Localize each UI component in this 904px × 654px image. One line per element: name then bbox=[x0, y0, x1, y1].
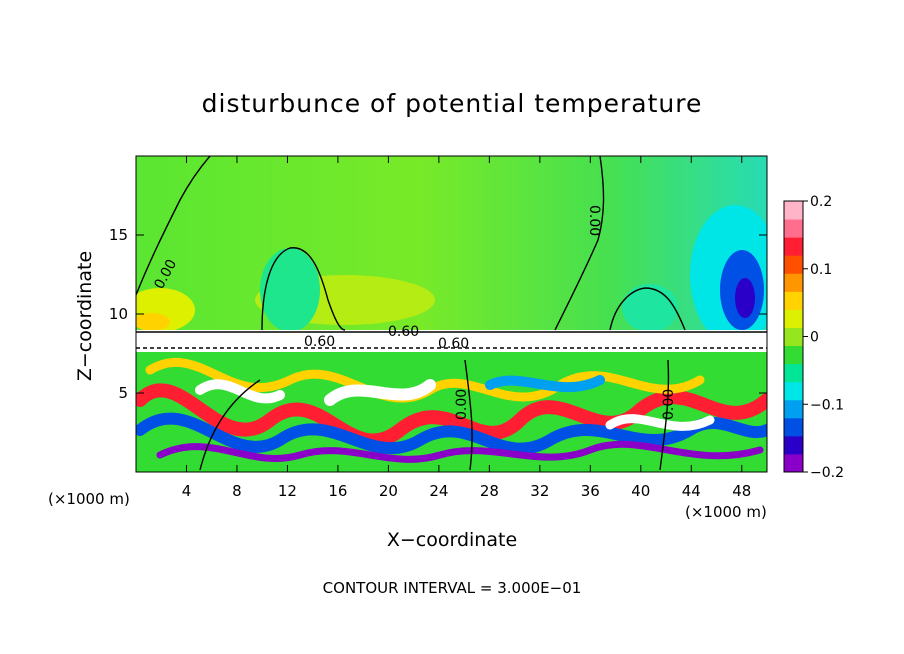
x-unit-right: (×1000 m) bbox=[685, 503, 767, 521]
warm-patch-left-inner bbox=[136, 313, 170, 331]
x-tick-label: 48 bbox=[732, 482, 751, 500]
contour-lines bbox=[136, 156, 767, 471]
x-tick-label: 8 bbox=[232, 482, 242, 500]
colorbar-tick-label: 0.1 bbox=[810, 262, 832, 278]
colorbar-swatch bbox=[784, 345, 803, 365]
colorbar: 0.2 0.1 0 −0.1 −0.2 bbox=[783, 194, 844, 481]
y-axis-label: Z−coordinate bbox=[74, 251, 96, 381]
x-tick-label: 32 bbox=[530, 482, 549, 500]
y-tick-label: 5 bbox=[118, 384, 128, 402]
turbulent-swirls bbox=[136, 357, 767, 463]
x-tick-label: 28 bbox=[480, 482, 499, 500]
x-tick-label: 40 bbox=[631, 482, 650, 500]
colorbar-swatch bbox=[784, 219, 803, 238]
colorbar-swatch bbox=[784, 291, 803, 310]
contour-lower-a bbox=[199, 379, 261, 471]
contour-right-boundary bbox=[554, 156, 605, 331]
cool-dome-left bbox=[260, 248, 320, 332]
colorbar-swatch bbox=[784, 273, 803, 292]
x-tick-label: 44 bbox=[682, 482, 701, 500]
deep-blue-plume bbox=[735, 278, 755, 318]
colorbar-tick-label: 0.2 bbox=[810, 194, 832, 210]
colorbar-swatch bbox=[784, 255, 803, 274]
colorbar-swatch bbox=[784, 381, 803, 401]
y-tick-label: 10 bbox=[109, 305, 128, 323]
colorbar-swatch bbox=[784, 201, 803, 220]
colorbar-swatch bbox=[784, 435, 803, 455]
contour-labels: 0.00 0.00 0.00 0.00 0.60 0.60 0.60 bbox=[151, 205, 677, 420]
contour-label: 0.60 bbox=[304, 334, 335, 350]
contour-lower-c bbox=[659, 359, 670, 471]
colorbar-tick-label: −0.1 bbox=[810, 397, 844, 413]
colorbar-tick-label: −0.2 bbox=[810, 465, 844, 481]
inversion-band bbox=[136, 330, 767, 352]
colorbar-swatch bbox=[784, 237, 803, 256]
colorbar-swatch bbox=[784, 399, 803, 419]
colorbar-swatch bbox=[784, 309, 803, 328]
x-tick-label: 4 bbox=[182, 482, 192, 500]
contour-label: 0.00 bbox=[454, 389, 470, 420]
x-tick-label: 36 bbox=[581, 482, 600, 500]
x-tick-label: 12 bbox=[278, 482, 297, 500]
contour-label: 0.00 bbox=[586, 205, 602, 236]
contour-left-boundary bbox=[136, 156, 211, 296]
chart-title: disturbunce of potential temperature bbox=[202, 89, 703, 118]
colorbar-tick-label: 0 bbox=[810, 330, 819, 346]
contour-dome-right bbox=[609, 287, 686, 331]
x-tick-label: 24 bbox=[429, 482, 448, 500]
contour-interval-note: CONTOUR INTERVAL = 3.000E−01 bbox=[323, 579, 582, 597]
colorbar-swatch bbox=[784, 363, 803, 383]
x-tick-label: 16 bbox=[328, 482, 347, 500]
x-tick-label: 20 bbox=[379, 482, 398, 500]
x-unit-left: (×1000 m) bbox=[48, 490, 130, 508]
colorbar-swatch bbox=[784, 417, 803, 437]
x-axis-label: X−coordinate bbox=[387, 529, 517, 551]
contour-lower-b bbox=[464, 359, 473, 471]
cool-dome-right bbox=[622, 284, 678, 332]
x-axis: 4 8 12 16 20 24 28 32 36 40 44 48 bbox=[182, 156, 751, 500]
contour-label: 0.60 bbox=[388, 324, 419, 340]
contour-dome-left bbox=[261, 247, 346, 331]
contour-label: 0.60 bbox=[438, 336, 469, 352]
colorbar-swatch bbox=[784, 327, 803, 347]
colorbar-swatch bbox=[784, 453, 803, 473]
y-axis: 5 10 15 bbox=[109, 226, 767, 402]
contour-label: 0.00 bbox=[661, 389, 677, 420]
y-tick-label: 15 bbox=[109, 226, 128, 244]
heatmap-field bbox=[136, 156, 767, 472]
